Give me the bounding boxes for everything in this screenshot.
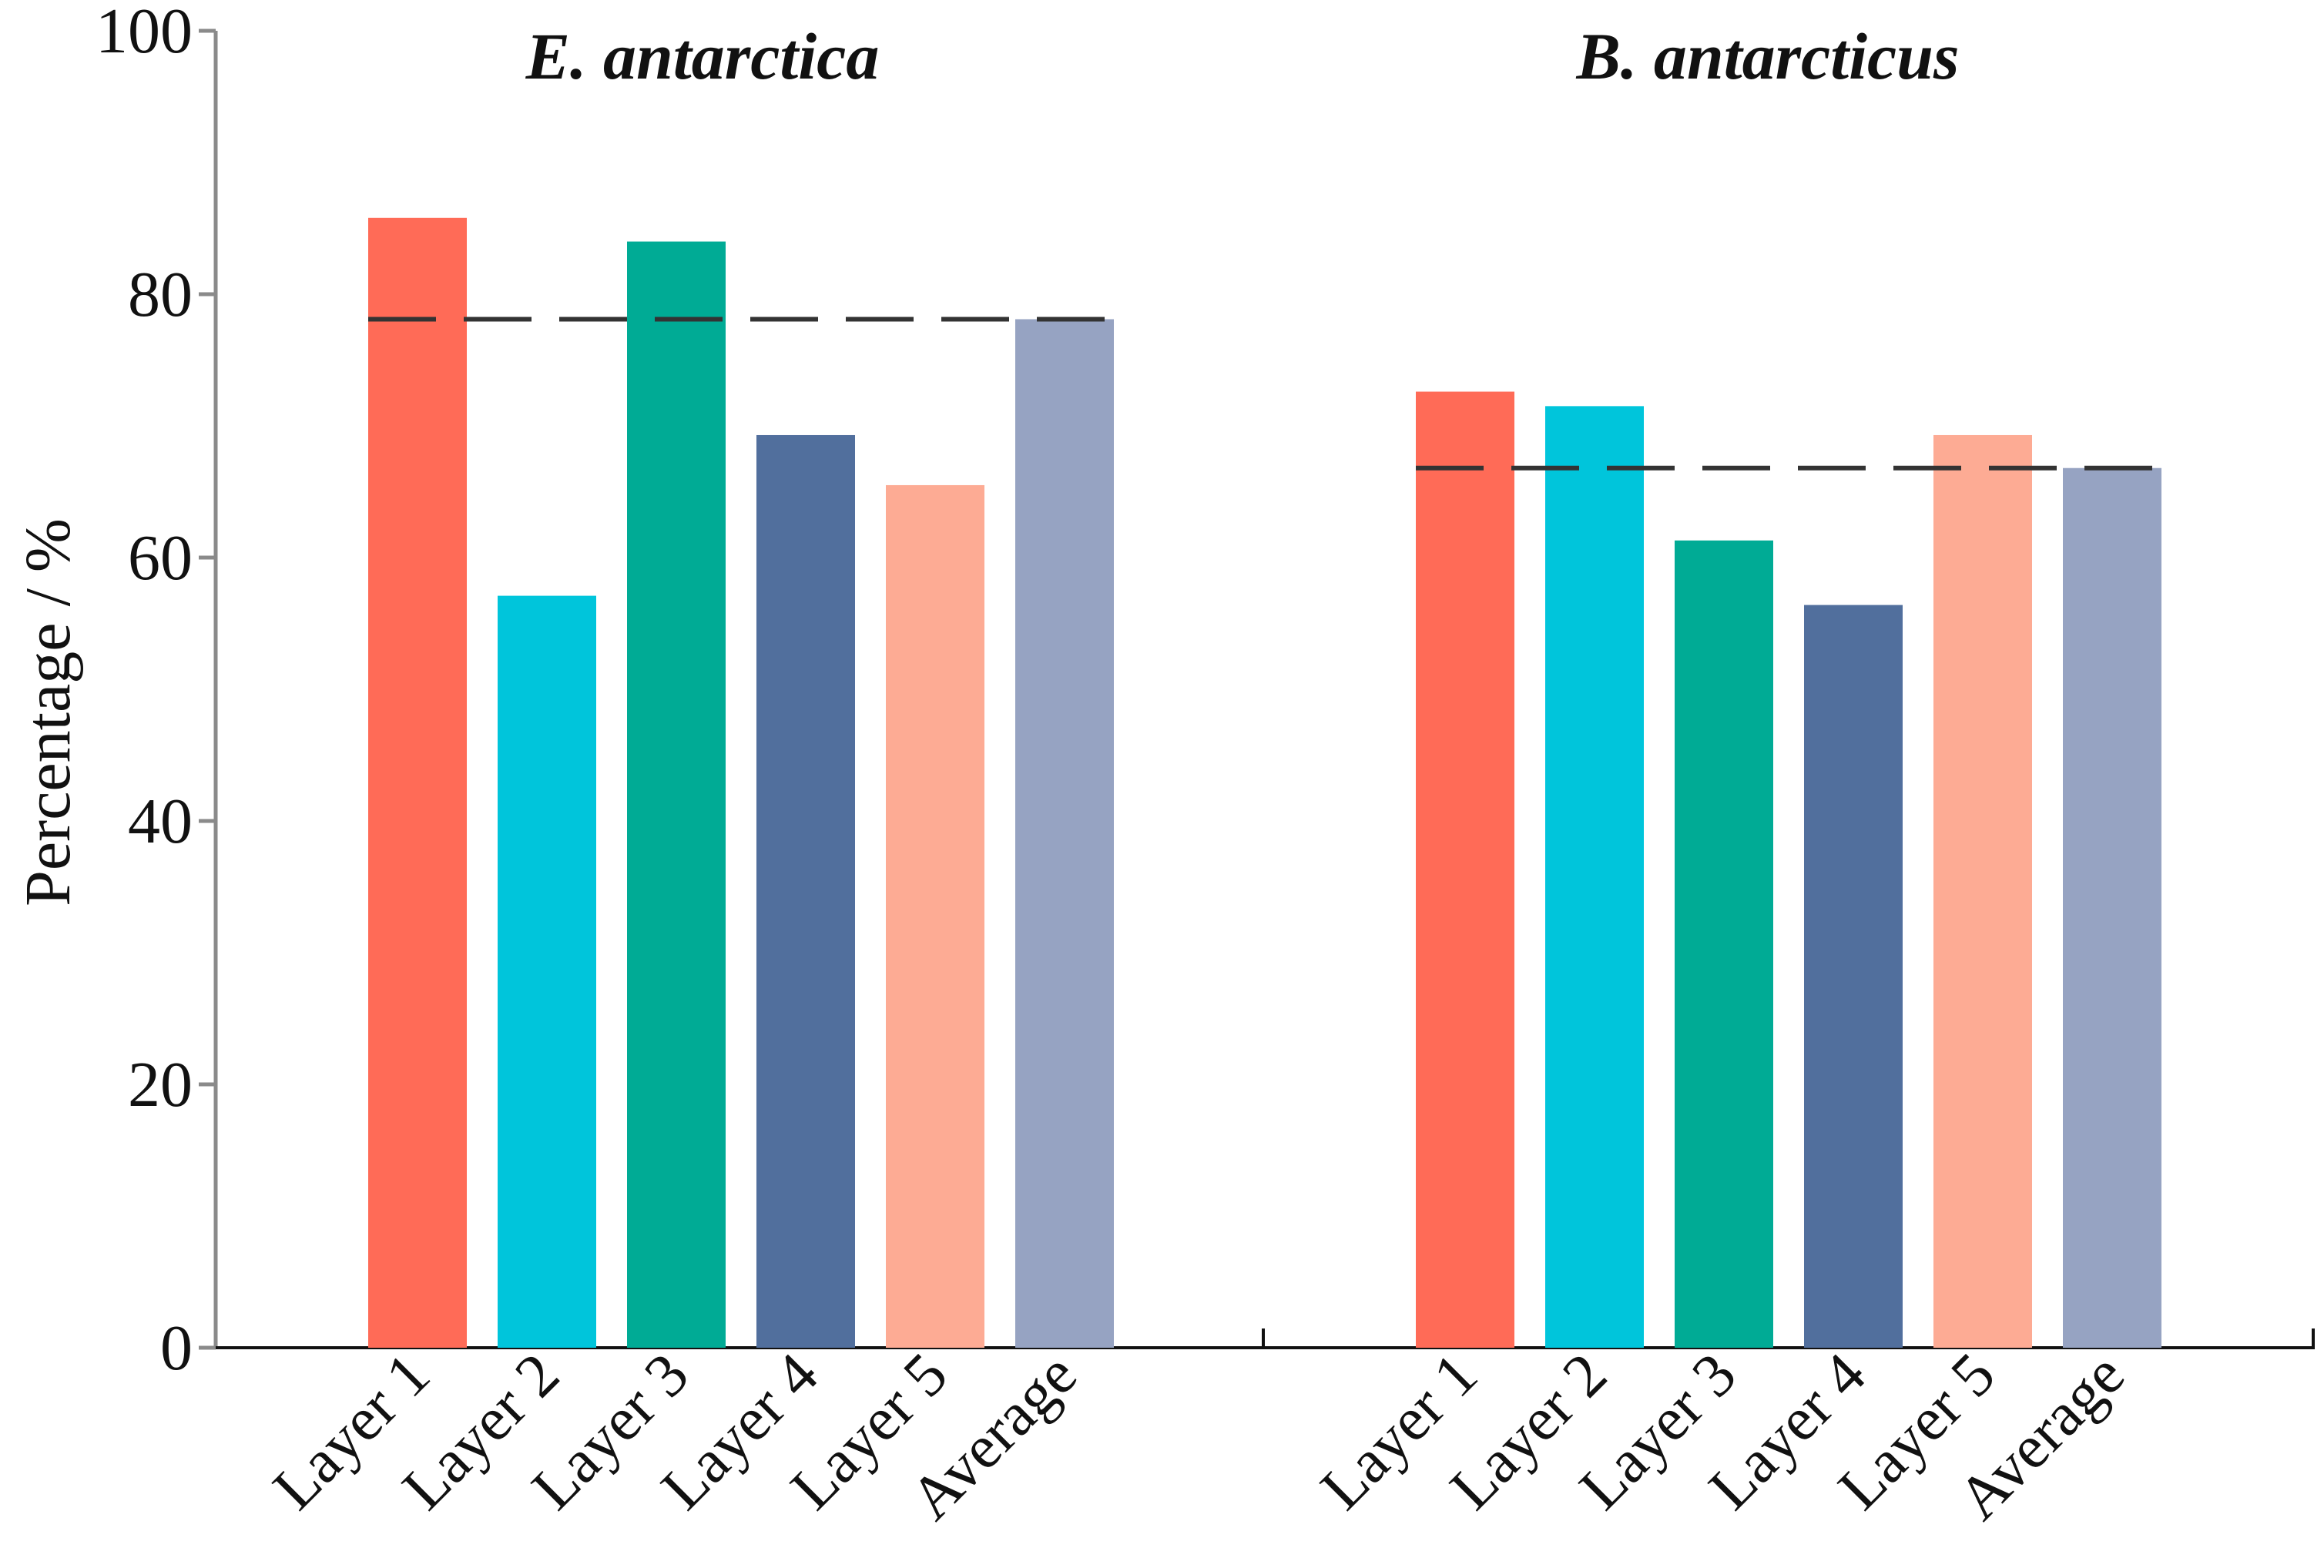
panel-title-e-antarctica: E. antarctica	[525, 19, 880, 93]
bar-panel2-layer-2	[1545, 406, 1644, 1348]
bar-panel2-average	[2063, 467, 2161, 1348]
y-axis-label: Percentage / %	[12, 518, 84, 906]
panel-title-b-antarcticus: B. antarcticus	[1576, 19, 1960, 93]
y-tick-label-80: 80	[128, 259, 193, 330]
bar-panel1-layer-1	[368, 217, 467, 1348]
y-tick-label-100: 100	[96, 0, 193, 67]
bar-panel1-layer-3	[627, 241, 726, 1349]
y-tick-label-40: 40	[128, 786, 193, 857]
y-tick-label-60: 60	[128, 522, 193, 594]
bar-panel1-average	[1015, 319, 1114, 1348]
y-tick-label-0: 0	[160, 1312, 193, 1384]
bar-panel1-layer-2	[498, 595, 596, 1348]
bar-panel1-layer-5	[886, 484, 984, 1349]
bar-panel2-layer-4	[1804, 605, 1903, 1348]
axes: 0 20 40 60 80 100	[96, 0, 2315, 1384]
bar-panel2-layer-1	[1416, 391, 1514, 1348]
labels: Percentage / % E. antarctica B. antarcti…	[12, 19, 1959, 906]
y-tick-label-20: 20	[128, 1049, 193, 1121]
bar-panel2-layer-5	[1933, 434, 2032, 1348]
bar-panel1-layer-4	[756, 434, 855, 1348]
bar-panel2-layer-3	[1675, 540, 1773, 1348]
